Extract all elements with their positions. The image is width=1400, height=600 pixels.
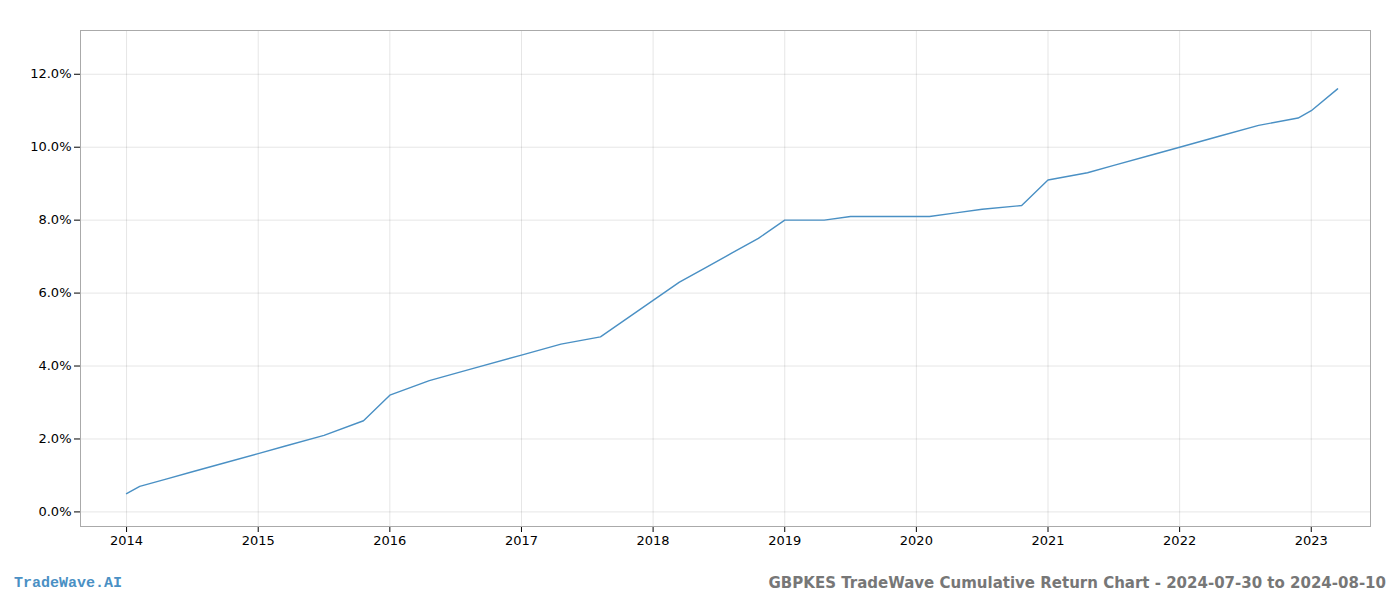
svg-text:0.0%: 0.0% xyxy=(38,504,71,519)
svg-text:2018: 2018 xyxy=(637,533,670,548)
svg-text:2023: 2023 xyxy=(1295,533,1328,548)
svg-text:6.0%: 6.0% xyxy=(38,285,71,300)
svg-text:12.0%: 12.0% xyxy=(30,66,71,81)
svg-text:4.0%: 4.0% xyxy=(38,358,71,373)
svg-text:2019: 2019 xyxy=(768,533,801,548)
html-text:GBPKES TradeWave Cumulative Re: GBPKES TradeWave Cumulative Return Chart… xyxy=(768,574,1386,592)
svg-text:2016: 2016 xyxy=(373,533,406,548)
svg-text:2020: 2020 xyxy=(900,533,933,548)
svg-text:2021: 2021 xyxy=(1031,533,1064,548)
svg-text:2014: 2014 xyxy=(110,533,143,548)
svg-text:2017: 2017 xyxy=(505,533,538,548)
svg-text:2015: 2015 xyxy=(242,533,275,548)
html-text:TradeWave.AI: TradeWave.AI xyxy=(14,574,122,592)
svg-text:8.0%: 8.0% xyxy=(38,212,71,227)
svg-text:2.0%: 2.0% xyxy=(38,431,71,446)
svg-text:10.0%: 10.0% xyxy=(30,139,71,154)
svg-text:2022: 2022 xyxy=(1163,533,1196,548)
